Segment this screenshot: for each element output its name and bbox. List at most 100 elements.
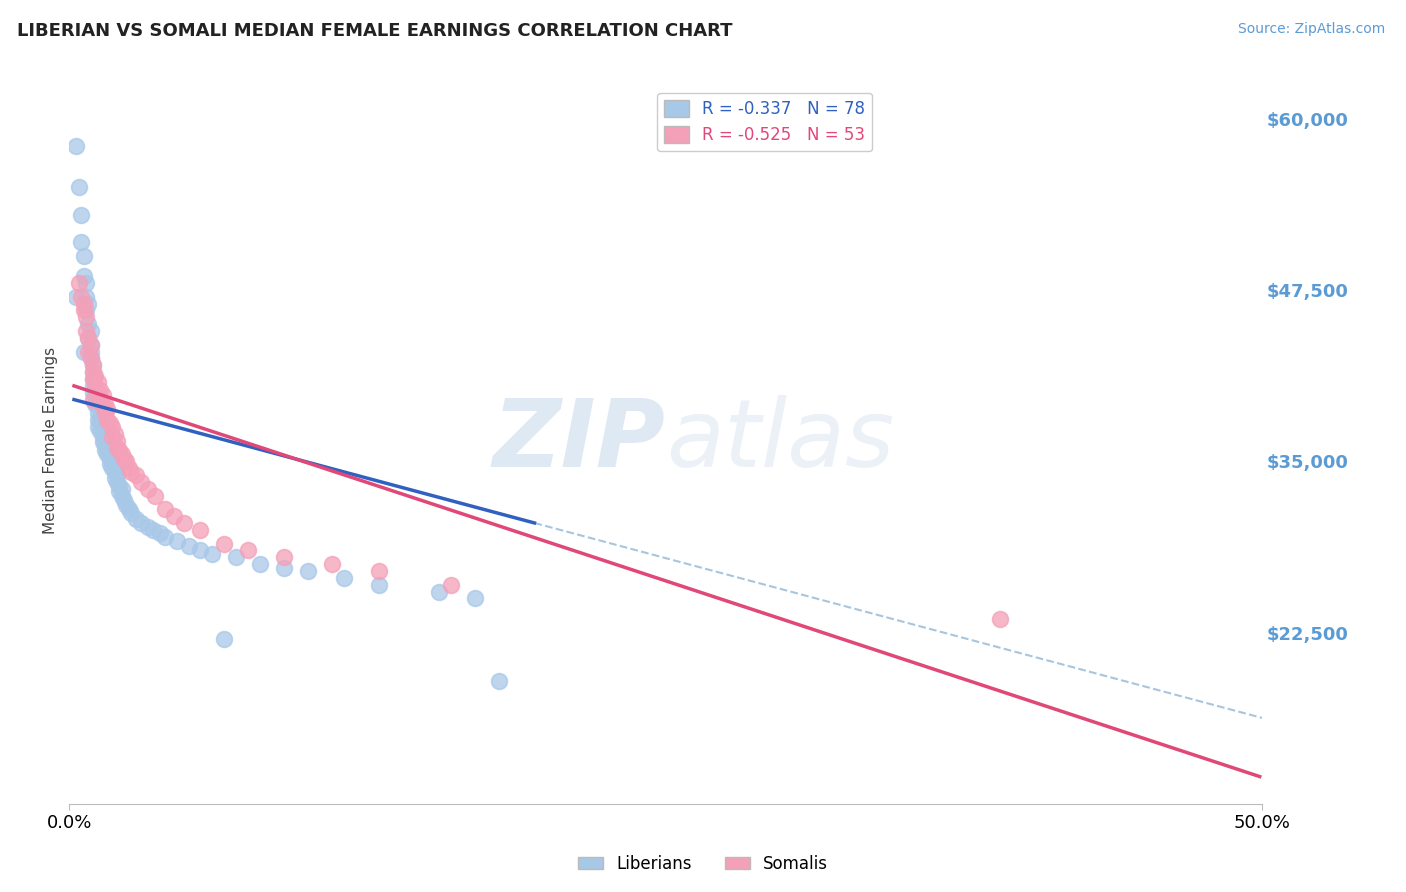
Point — [464, 591, 486, 606]
Point — [77, 344, 100, 359]
Point — [94, 406, 117, 420]
Point — [98, 416, 121, 430]
Point — [225, 550, 247, 565]
Point — [82, 359, 104, 373]
Point — [80, 344, 103, 359]
Point — [108, 484, 131, 499]
Point — [94, 397, 117, 411]
Point — [238, 543, 260, 558]
Point — [80, 351, 103, 366]
Point — [143, 489, 166, 503]
Point — [98, 451, 121, 466]
Point — [101, 454, 124, 468]
Point — [70, 235, 93, 249]
Point — [72, 249, 94, 263]
Point — [75, 310, 97, 325]
Point — [91, 426, 114, 441]
Point — [120, 465, 142, 479]
Point — [75, 324, 97, 338]
Point — [249, 557, 271, 571]
Point — [103, 426, 125, 441]
Point — [84, 383, 107, 397]
Text: LIBERIAN VS SOMALI MEDIAN FEMALE EARNINGS CORRELATION CHART: LIBERIAN VS SOMALI MEDIAN FEMALE EARNING… — [17, 22, 733, 40]
Point — [67, 276, 90, 290]
Point — [177, 539, 200, 553]
Point — [82, 385, 104, 400]
Point — [101, 420, 124, 434]
Point — [98, 457, 121, 471]
Point — [112, 451, 135, 466]
Point — [80, 351, 103, 366]
Point — [368, 564, 391, 578]
Point — [72, 296, 94, 310]
Point — [101, 429, 124, 443]
Point — [163, 509, 186, 524]
Point — [125, 467, 148, 482]
Point — [96, 441, 118, 455]
Point — [75, 303, 97, 318]
Point — [103, 465, 125, 479]
Point — [115, 454, 138, 468]
Point — [75, 290, 97, 304]
Y-axis label: Median Female Earnings: Median Female Earnings — [44, 347, 58, 534]
Point — [136, 482, 159, 496]
Point — [77, 296, 100, 310]
Point — [77, 331, 100, 345]
Point — [96, 413, 118, 427]
Point — [89, 383, 111, 397]
Point — [118, 502, 141, 516]
Point — [67, 180, 90, 194]
Point — [80, 337, 103, 351]
Point — [368, 577, 391, 591]
Point — [111, 489, 134, 503]
Point — [142, 523, 165, 537]
Point — [89, 424, 111, 438]
Point — [111, 482, 134, 496]
Point — [273, 550, 295, 565]
Point — [105, 434, 128, 448]
Point — [84, 388, 107, 402]
Point — [111, 447, 134, 461]
Text: ZIP: ZIP — [492, 395, 665, 487]
Point — [72, 344, 94, 359]
Point — [440, 577, 463, 591]
Point — [201, 548, 224, 562]
Point — [103, 471, 125, 485]
Point — [332, 571, 354, 585]
Point — [87, 420, 110, 434]
Point — [70, 290, 93, 304]
Point — [214, 632, 236, 647]
Point — [153, 530, 176, 544]
Point — [173, 516, 195, 530]
Point — [321, 557, 343, 571]
Point — [87, 385, 110, 400]
Point — [87, 413, 110, 427]
Point — [84, 379, 107, 393]
Point — [94, 443, 117, 458]
Point — [96, 402, 118, 417]
Point — [87, 406, 110, 420]
Point — [136, 520, 159, 534]
Point — [108, 443, 131, 458]
Point — [87, 392, 110, 407]
Point — [149, 525, 172, 540]
Point — [65, 290, 87, 304]
Point — [82, 359, 104, 373]
Point — [70, 207, 93, 221]
Point — [273, 561, 295, 575]
Point — [82, 365, 104, 379]
Point — [115, 498, 138, 512]
Point — [80, 324, 103, 338]
Point — [82, 372, 104, 386]
Point — [72, 303, 94, 318]
Point — [129, 516, 152, 530]
Point — [488, 673, 510, 688]
Point — [108, 479, 131, 493]
Point — [91, 388, 114, 402]
Point — [89, 392, 111, 407]
Point — [91, 435, 114, 450]
Point — [91, 400, 114, 414]
Point — [82, 365, 104, 379]
Point — [89, 410, 111, 425]
Point — [105, 475, 128, 489]
